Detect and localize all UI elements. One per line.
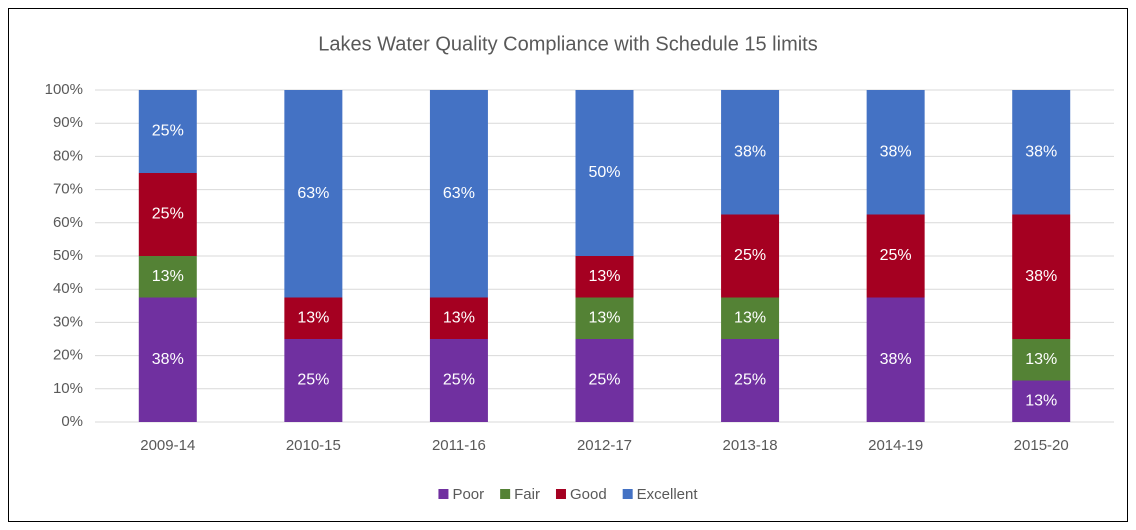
data-label: 38% bbox=[1025, 143, 1057, 160]
legend-swatch bbox=[500, 489, 511, 499]
bar-segment bbox=[138, 90, 197, 173]
bar-segment bbox=[866, 214, 925, 298]
bar-segment bbox=[1012, 214, 1071, 339]
y-tick-label: 10% bbox=[53, 380, 83, 397]
bar-segment bbox=[721, 214, 780, 298]
bar-segment bbox=[721, 297, 780, 339]
data-label: 13% bbox=[1025, 392, 1057, 409]
x-tick-label: 2010-15 bbox=[286, 437, 341, 454]
bar-segment bbox=[866, 297, 925, 422]
data-label: 25% bbox=[734, 372, 766, 389]
y-tick-label: 40% bbox=[53, 280, 83, 297]
bar-segment bbox=[429, 339, 488, 422]
legend-swatch bbox=[622, 489, 633, 499]
bar-segment bbox=[138, 297, 197, 422]
data-label: 25% bbox=[152, 206, 184, 223]
legend-swatch bbox=[438, 489, 449, 499]
data-label: 25% bbox=[588, 372, 620, 389]
y-tick-label: 20% bbox=[53, 347, 83, 364]
bar-segment bbox=[429, 297, 488, 339]
bar-segment bbox=[1012, 380, 1071, 422]
data-label: 50% bbox=[588, 164, 620, 181]
bar-segment bbox=[1012, 90, 1071, 215]
data-label: 25% bbox=[297, 372, 329, 389]
chart-title: Lakes Water Quality Compliance with Sche… bbox=[318, 33, 817, 55]
bar-segment bbox=[575, 256, 634, 298]
data-label: 38% bbox=[880, 143, 912, 160]
data-label: 13% bbox=[297, 309, 329, 326]
bar-segment bbox=[1012, 339, 1071, 381]
data-label: 38% bbox=[880, 351, 912, 368]
bar-segment bbox=[721, 90, 780, 215]
x-tick-label: 2011-16 bbox=[432, 437, 486, 454]
bar-segment bbox=[575, 339, 634, 422]
data-label: 13% bbox=[1025, 351, 1057, 368]
x-tick-label: 2015-20 bbox=[1014, 437, 1069, 454]
y-tick-label: 60% bbox=[53, 214, 83, 231]
y-tick-label: 50% bbox=[53, 247, 83, 264]
data-label: 63% bbox=[443, 185, 475, 202]
data-label: 25% bbox=[734, 247, 766, 264]
data-label: 13% bbox=[734, 309, 766, 326]
data-label: 13% bbox=[152, 268, 184, 285]
y-tick-label: 90% bbox=[53, 114, 83, 131]
data-label: 38% bbox=[152, 351, 184, 368]
y-tick-label: 70% bbox=[53, 181, 83, 198]
bar-segment bbox=[284, 90, 343, 298]
data-label: 25% bbox=[880, 247, 912, 264]
legend-label: Excellent bbox=[637, 486, 699, 503]
bar-segment bbox=[866, 90, 925, 215]
x-tick-label: 2013-18 bbox=[723, 437, 778, 454]
y-tick-label: 80% bbox=[53, 147, 83, 164]
x-tick-label: 2014-19 bbox=[868, 437, 923, 454]
bar-segment bbox=[138, 256, 197, 298]
data-label: 25% bbox=[443, 372, 475, 389]
legend-swatch bbox=[555, 489, 566, 499]
y-tick-label: 100% bbox=[45, 81, 83, 98]
data-label: 38% bbox=[1025, 268, 1057, 285]
x-tick-label: 2009-14 bbox=[140, 437, 195, 454]
legend-label: Good bbox=[570, 486, 607, 503]
data-label: 13% bbox=[588, 309, 620, 326]
y-tick-label: 0% bbox=[61, 413, 83, 430]
data-label: 38% bbox=[734, 143, 766, 160]
x-tick-label: 2012-17 bbox=[577, 437, 632, 454]
legend-label: Poor bbox=[452, 486, 484, 503]
bar-segment bbox=[138, 173, 197, 256]
bar-segment bbox=[721, 339, 780, 422]
y-tick-label: 30% bbox=[53, 313, 83, 330]
bar-segment bbox=[284, 297, 343, 339]
data-label: 63% bbox=[297, 185, 329, 202]
bar-segment bbox=[575, 297, 634, 339]
bar-segment bbox=[284, 339, 343, 422]
data-label: 25% bbox=[152, 123, 184, 140]
data-label: 13% bbox=[588, 268, 620, 285]
bar-segment bbox=[575, 90, 634, 256]
legend-label: Fair bbox=[514, 486, 540, 503]
data-label: 13% bbox=[443, 309, 475, 326]
bar-segment bbox=[429, 90, 488, 298]
